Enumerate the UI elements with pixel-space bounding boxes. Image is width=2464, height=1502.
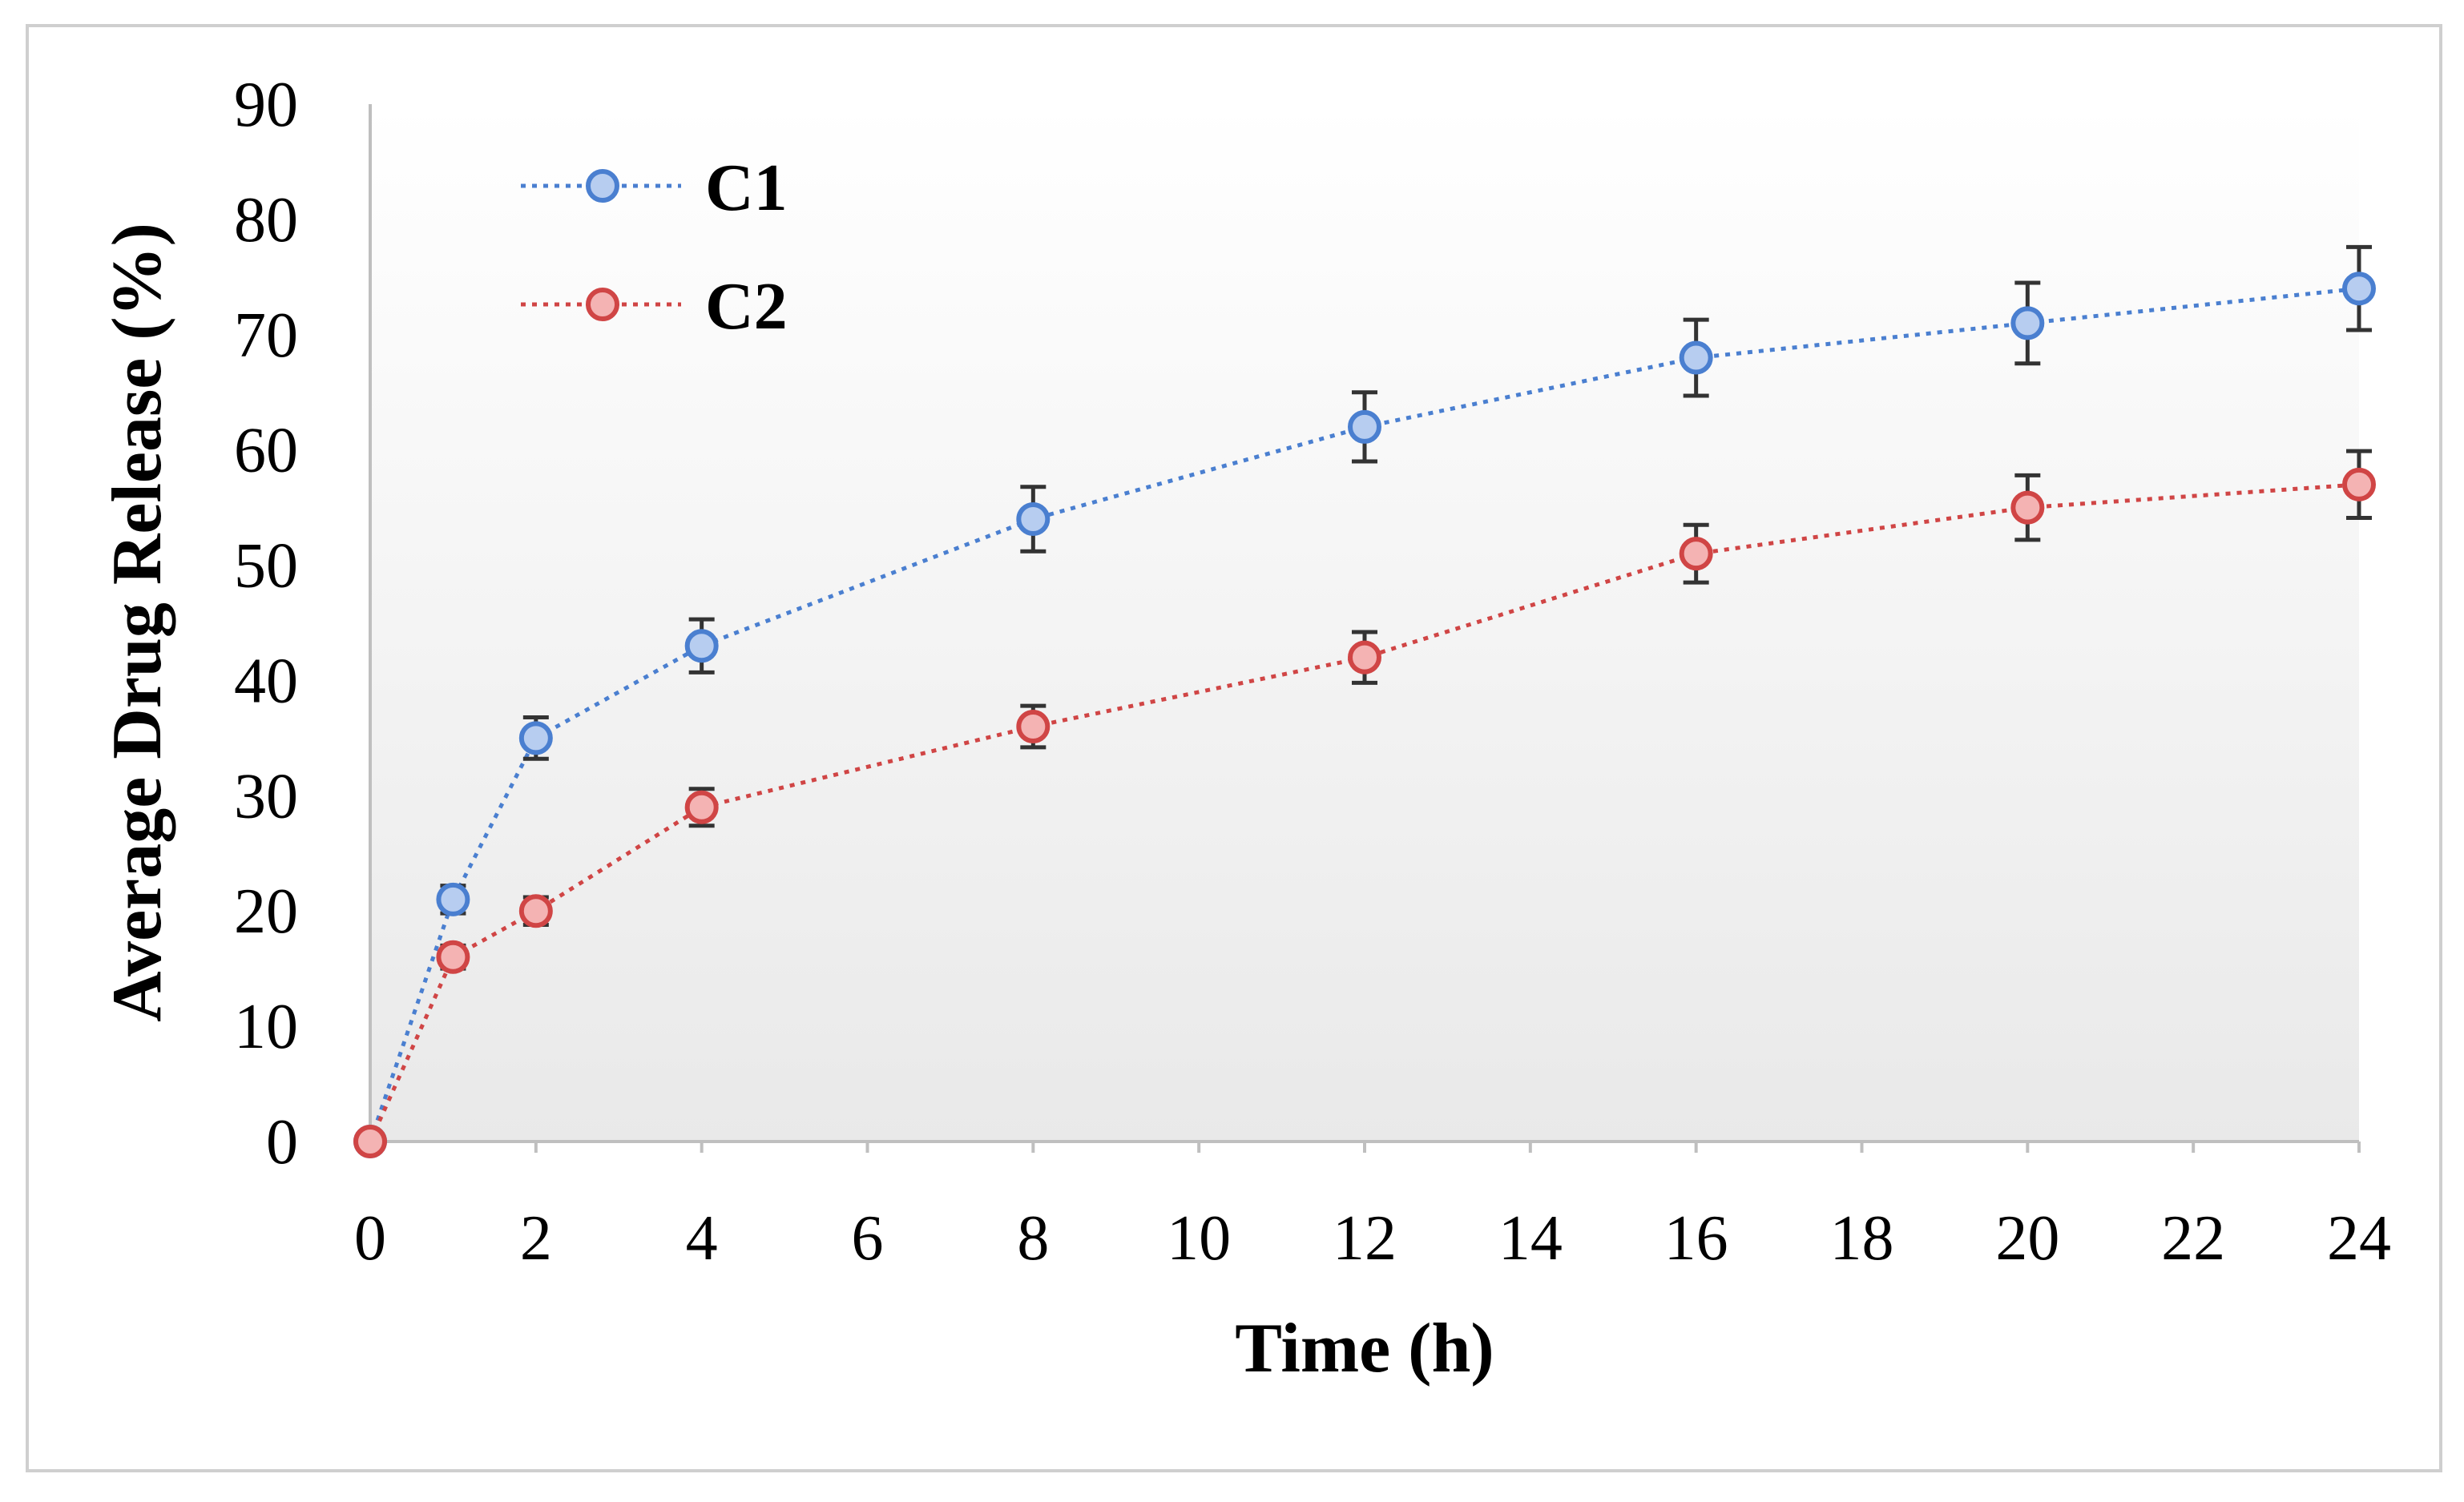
data-point xyxy=(436,882,470,916)
legend-c1-label: C1 xyxy=(705,151,788,225)
x-tick-label: 22 xyxy=(2161,1203,2225,1274)
data-point xyxy=(2342,467,2376,501)
data-point xyxy=(1348,409,1381,444)
y-tick-label: 40 xyxy=(234,646,298,716)
legend-c1-marker xyxy=(586,169,619,203)
data-point xyxy=(2010,490,2045,525)
y-tick-label: 60 xyxy=(234,416,298,486)
data-point xyxy=(1016,710,1051,743)
y-tick-label: 20 xyxy=(234,876,298,947)
data-point xyxy=(1679,537,1713,571)
data-point xyxy=(2342,272,2376,306)
legend-c2-label: C2 xyxy=(705,269,788,344)
x-axis-ticks: 0 2 4 6 8 10 12 14 16 18 20 22 24 xyxy=(354,1142,2391,1274)
x-tick-label: 12 xyxy=(1333,1203,1397,1274)
plot-area xyxy=(370,104,2359,1142)
y-tick-label: 80 xyxy=(234,185,298,256)
x-tick-label: 6 xyxy=(852,1203,884,1274)
x-tick-label: 10 xyxy=(1167,1203,1231,1274)
x-tick-label: 14 xyxy=(1498,1203,1563,1274)
legend-c2-marker xyxy=(586,288,619,321)
x-tick-label: 20 xyxy=(1995,1203,2059,1274)
data-point xyxy=(1679,340,1713,375)
x-axis-title: Time (h) xyxy=(1235,1310,1494,1387)
legend-item-c1[interactable]: C1 xyxy=(521,151,788,225)
data-point xyxy=(684,629,719,663)
data-point xyxy=(2010,306,2045,340)
y-tick-label: 10 xyxy=(234,992,298,1062)
x-tick-label: 4 xyxy=(686,1203,718,1274)
data-point xyxy=(1348,640,1381,674)
data-point xyxy=(1016,502,1051,536)
data-point xyxy=(353,1125,387,1158)
y-tick-label: 50 xyxy=(234,531,298,602)
x-tick-label: 18 xyxy=(1830,1203,1894,1274)
data-point xyxy=(436,940,470,974)
x-tick-label: 24 xyxy=(2327,1203,2391,1274)
x-tick-label: 0 xyxy=(354,1203,386,1274)
y-axis-title: Average Drug Release (%) xyxy=(99,223,176,1022)
data-point xyxy=(518,894,553,928)
y-axis-ticks: 0 10 20 30 40 50 60 70 80 90 xyxy=(234,70,298,1178)
x-tick-label: 16 xyxy=(1664,1203,1728,1274)
y-tick-label: 30 xyxy=(234,761,298,832)
series-line-c1 xyxy=(368,286,2360,1142)
series-c2 xyxy=(353,449,2376,1158)
legend-item-c2[interactable]: C2 xyxy=(521,269,788,344)
data-point xyxy=(518,721,553,755)
x-tick-label: 8 xyxy=(1017,1203,1049,1274)
y-tick-label: 0 xyxy=(266,1107,298,1178)
y-tick-label: 90 xyxy=(234,70,298,140)
data-point xyxy=(684,790,719,824)
legend: C1 C2 xyxy=(521,151,788,344)
series-layer xyxy=(353,244,2376,1158)
x-tick-label: 2 xyxy=(520,1203,552,1274)
y-tick-label: 70 xyxy=(234,300,298,371)
